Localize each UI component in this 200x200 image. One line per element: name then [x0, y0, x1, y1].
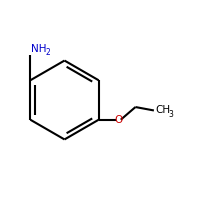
Text: CH: CH	[156, 105, 171, 115]
Text: 2: 2	[46, 48, 50, 57]
Text: O: O	[114, 115, 123, 125]
Text: 3: 3	[169, 110, 174, 119]
Text: NH: NH	[31, 44, 47, 54]
